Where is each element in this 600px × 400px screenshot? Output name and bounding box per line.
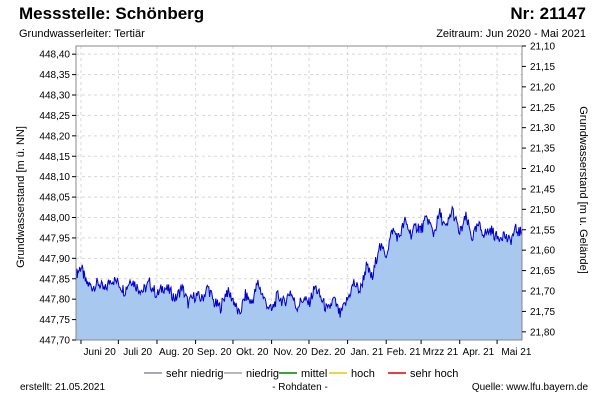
water-level-area <box>76 206 522 340</box>
right-tick-label: 21,65 <box>530 266 555 277</box>
legend-label: mittel <box>301 368 327 380</box>
legend-label: sehr hoch <box>410 368 458 380</box>
legend-label: sehr niedrig <box>166 368 223 380</box>
left-tick-label: 448,20 <box>39 131 70 142</box>
left-tick-label: 448,40 <box>39 50 70 61</box>
left-tick-label: 448,30 <box>39 91 70 102</box>
legend-label: hoch <box>351 368 375 380</box>
x-axis-ticks: Juni 20 Juli 20 Aug. 20 Sep. 20 Okt. 20 Nov. … <box>80 340 532 358</box>
x-tick-label: Juli 20 <box>123 347 152 358</box>
left-tick-label: 448,15 <box>39 152 70 163</box>
x-tick-label: Aug. 20 <box>159 347 194 358</box>
left-axis-label: Grundwasserstand [m ü. NN] <box>15 126 27 268</box>
left-tick-label: 447,80 <box>39 295 70 306</box>
right-tick-label: 21,30 <box>530 123 555 134</box>
x-tick-label: Feb. 21 <box>387 347 421 358</box>
x-tick-label: Dez. 20 <box>311 347 346 358</box>
left-tick-label: 447,90 <box>39 254 70 265</box>
x-tick-label: Jan. 21 <box>350 347 383 358</box>
right-tick-label: 21,55 <box>530 225 555 236</box>
left-tick-label: 447,85 <box>39 274 70 285</box>
legend: sehr niedrig niedrig mittel hoch sehr hoch <box>144 368 458 380</box>
right-tick-label: 21,15 <box>530 62 555 73</box>
right-tick-label: 21,80 <box>530 327 555 338</box>
left-tick-label: 448,25 <box>39 111 70 122</box>
x-tick-label: Apr. 21 <box>463 347 495 358</box>
right-tick-label: 21,50 <box>530 205 555 216</box>
created-date: erstellt: 21.05.2021 <box>20 382 106 393</box>
right-tick-label: 21,70 <box>530 287 555 298</box>
left-tick-label: 448,05 <box>39 193 70 204</box>
x-tick-label: Juni 20 <box>84 347 117 358</box>
right-tick-label: 21,45 <box>530 184 555 195</box>
left-tick-label: 447,70 <box>39 336 70 347</box>
source-link[interactable]: Quelle: www.lfu.bayern.de <box>471 382 588 393</box>
water-level-line <box>75 205 523 318</box>
right-axis-ticks: 21,10 21,15 21,20 21,25 21,30 21,35 21,40 21,45… <box>522 42 555 338</box>
left-axis-ticks: 447,70 447,75 447,80 447,85 447,90 447,95 448,… <box>39 50 76 347</box>
plot-frame <box>75 45 523 341</box>
period-label: Zeitraum: Jun 2020 - Mai 2021 <box>436 28 586 40</box>
aquifer-label: Grundwasserleiter: Tertiär <box>19 28 145 40</box>
station-number: Nr: 21147 <box>510 4 586 23</box>
left-tick-label: 448,10 <box>39 172 70 183</box>
right-tick-label: 21,25 <box>530 103 555 114</box>
x-tick-label: Mai 21 <box>501 347 531 358</box>
left-tick-label: 447,75 <box>39 315 70 326</box>
station-title: Messstelle: Schönberg <box>19 4 205 23</box>
right-tick-label: 21,35 <box>530 144 555 155</box>
right-axis-label: Grundwasserstand [m u. Gelände] <box>577 106 589 274</box>
left-tick-label: 448,35 <box>39 70 70 81</box>
left-tick-label: 448,00 <box>39 213 70 224</box>
right-tick-label: 21,20 <box>530 82 555 93</box>
x-tick-label: Sep. 20 <box>197 347 232 358</box>
right-tick-label: 21,10 <box>530 42 555 53</box>
data-type-label: - Rohdaten - <box>272 382 328 393</box>
right-tick-label: 21,40 <box>530 164 555 175</box>
right-tick-label: 21,75 <box>530 307 555 318</box>
grid <box>76 46 522 341</box>
left-tick-label: 447,95 <box>39 233 70 244</box>
x-tick-label: Mrzz 21 <box>423 347 459 358</box>
x-tick-label: Nov. 20 <box>273 347 307 358</box>
right-tick-label: 21,60 <box>530 246 555 257</box>
legend-label: niedrig <box>246 368 279 380</box>
x-tick-label: Okt. 20 <box>236 347 269 358</box>
